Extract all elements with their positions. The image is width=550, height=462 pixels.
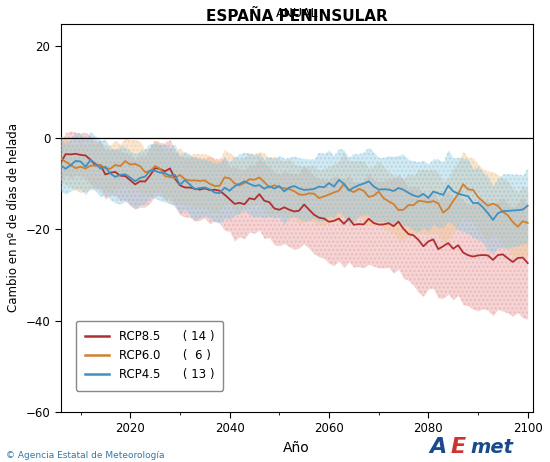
Y-axis label: Cambio en nº de días de helada: Cambio en nº de días de helada [7,123,20,312]
Text: ANUAL: ANUAL [276,6,318,19]
Title: ESPAÑA PENINSULAR: ESPAÑA PENINSULAR [206,8,388,24]
Text: A: A [429,438,446,457]
Legend: RCP8.5      ( 14 ), RCP6.0      (  6 ), RCP4.5      ( 13 ): RCP8.5 ( 14 ), RCP6.0 ( 6 ), RCP4.5 ( 13… [76,321,223,391]
X-axis label: Año: Año [283,441,310,455]
Text: E: E [451,438,466,457]
Text: met: met [470,438,513,457]
Text: © Agencia Estatal de Meteorología: © Agencia Estatal de Meteorología [6,451,164,460]
